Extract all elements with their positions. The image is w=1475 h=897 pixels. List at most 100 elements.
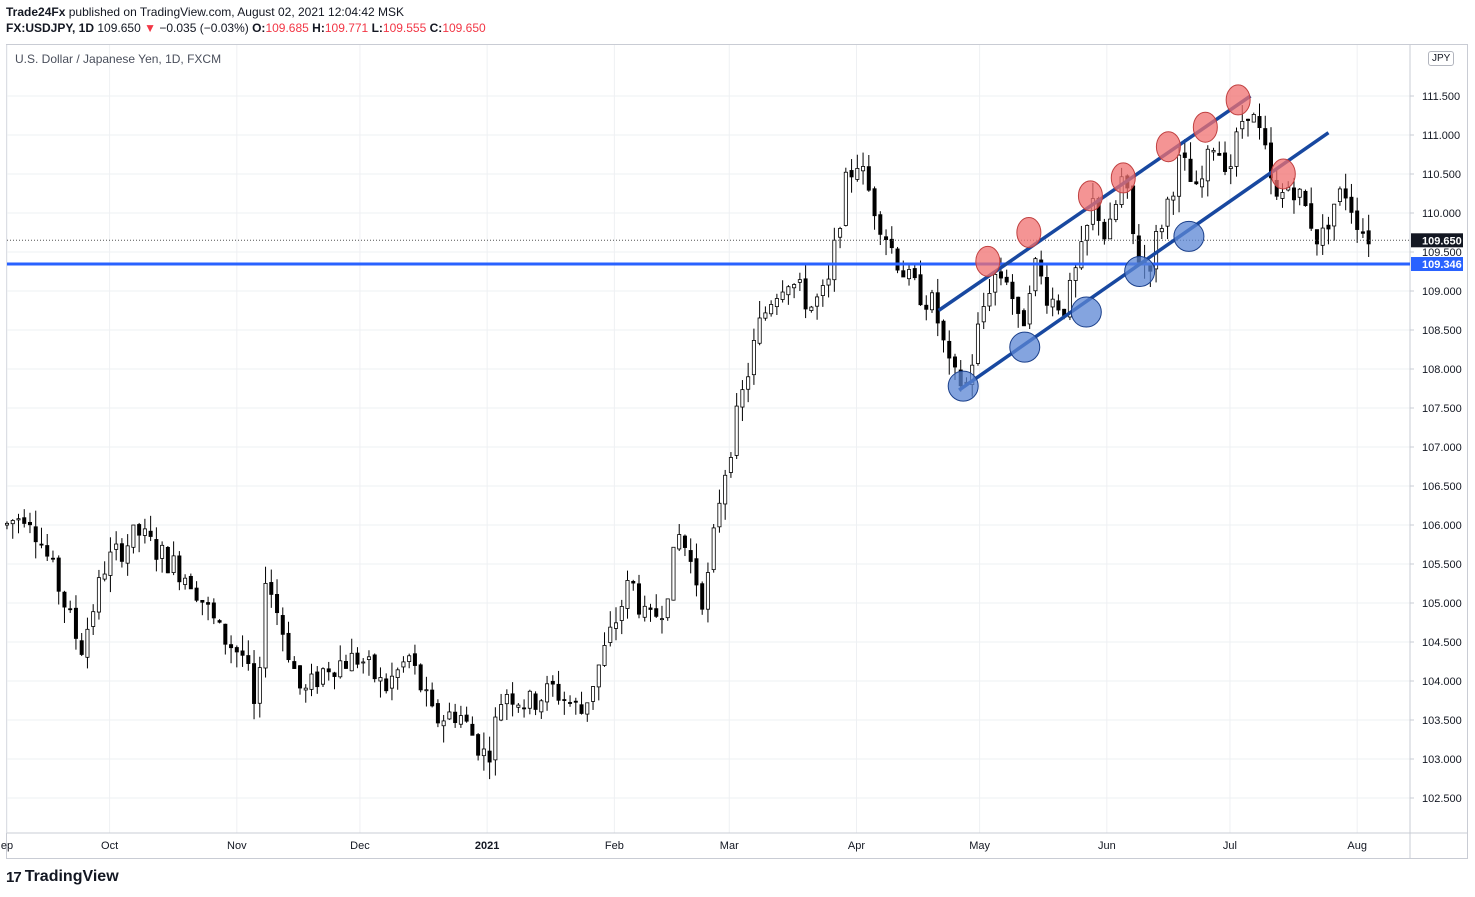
candle-body bbox=[1343, 188, 1348, 199]
candle-body bbox=[838, 228, 843, 238]
candle-body bbox=[56, 557, 61, 592]
candle-body bbox=[45, 545, 50, 557]
candle-body bbox=[1039, 259, 1044, 277]
candle-body bbox=[1021, 310, 1026, 327]
candle-body bbox=[217, 620, 222, 623]
last-price: 109.650 bbox=[97, 21, 141, 35]
candle-body bbox=[343, 661, 348, 669]
publisher-name[interactable]: Trade24Fx bbox=[6, 5, 66, 19]
candle-body bbox=[183, 577, 188, 585]
candle-body bbox=[918, 274, 923, 306]
candle-body bbox=[1240, 120, 1245, 130]
candle-body bbox=[533, 693, 538, 710]
price-tick-label: 105.500 bbox=[1422, 559, 1462, 571]
candle-body bbox=[5, 522, 10, 526]
candle-body bbox=[1131, 185, 1136, 235]
candle-body bbox=[1159, 228, 1164, 233]
candle-body bbox=[493, 716, 498, 761]
candle-body bbox=[286, 632, 291, 661]
candle-body bbox=[1280, 192, 1285, 199]
candle-body bbox=[338, 660, 343, 678]
candle-body bbox=[108, 551, 113, 576]
time-tick-label: Aug bbox=[1347, 840, 1367, 852]
candle-body bbox=[797, 279, 802, 283]
candle-body bbox=[947, 340, 952, 359]
candle-body bbox=[85, 628, 90, 658]
candle-body bbox=[326, 668, 331, 673]
candle-body bbox=[1165, 198, 1170, 227]
candle-body bbox=[872, 188, 877, 217]
candle-body bbox=[677, 534, 682, 550]
candle-body bbox=[1113, 204, 1118, 221]
candle-body bbox=[843, 171, 848, 226]
time-tick-label: ep bbox=[1, 840, 13, 852]
price-tick-label: 110.500 bbox=[1422, 169, 1461, 181]
candle-body bbox=[884, 236, 889, 241]
candle-body bbox=[1332, 203, 1337, 227]
candle-body bbox=[849, 170, 854, 178]
candle-body bbox=[1337, 188, 1342, 203]
candle-body bbox=[751, 340, 756, 376]
candle-body bbox=[1223, 152, 1228, 172]
candle-body bbox=[435, 703, 440, 724]
candle-body bbox=[194, 587, 199, 601]
candle-body bbox=[275, 594, 280, 614]
candle-body bbox=[1257, 116, 1262, 129]
candle-body bbox=[941, 320, 946, 341]
candle-body bbox=[384, 678, 389, 692]
candle-body bbox=[809, 306, 814, 311]
chart-symbol-title: U.S. Dollar / Japanese Yen, 1D, FXCM bbox=[15, 52, 222, 66]
candle-body bbox=[1326, 224, 1331, 230]
tradingview-logo[interactable]: 17 TradingView bbox=[6, 868, 119, 886]
candle-body bbox=[1085, 225, 1090, 241]
candle-body bbox=[1194, 181, 1199, 185]
candle-body bbox=[137, 524, 142, 536]
time-tick-label: 2021 bbox=[475, 840, 499, 852]
candle-body bbox=[504, 694, 509, 705]
candle-body bbox=[757, 317, 762, 344]
candle-body bbox=[1067, 279, 1072, 318]
candle-body bbox=[372, 654, 377, 680]
candle-body bbox=[1027, 293, 1032, 325]
candle-body bbox=[389, 675, 394, 689]
time-tick-label: Feb bbox=[605, 840, 624, 852]
candle-body bbox=[62, 591, 67, 608]
candle-body bbox=[447, 711, 452, 720]
candle-body bbox=[774, 298, 779, 308]
candle-body bbox=[907, 269, 912, 280]
last-price-tag-bg bbox=[1411, 233, 1463, 248]
candle-body bbox=[1366, 230, 1371, 245]
candle-body bbox=[441, 720, 446, 727]
price-tick-label: 104.500 bbox=[1422, 637, 1462, 649]
candle-body bbox=[309, 673, 314, 690]
candle-body bbox=[1303, 190, 1308, 207]
candle-body bbox=[1360, 231, 1365, 234]
candle-body bbox=[142, 528, 147, 536]
candle-body bbox=[171, 555, 176, 574]
price-tick-label: 111.500 bbox=[1422, 91, 1460, 103]
candle-body bbox=[160, 544, 165, 559]
price-tick-label: 110.000 bbox=[1422, 208, 1461, 220]
candle-body bbox=[1349, 196, 1354, 213]
high-value: 109.771 bbox=[324, 21, 369, 35]
candle-body bbox=[1073, 267, 1078, 281]
candle-body bbox=[625, 580, 630, 609]
candle-body bbox=[50, 557, 55, 560]
time-tick-label: Nov bbox=[227, 840, 247, 852]
price-tick-label: 109.500 bbox=[1422, 247, 1462, 259]
candle-body bbox=[1033, 258, 1038, 292]
currency-badge[interactable]: JPY bbox=[1428, 51, 1455, 66]
candle-body bbox=[740, 389, 745, 408]
candle-body bbox=[746, 376, 751, 390]
candle-body bbox=[211, 602, 216, 619]
ohlc-line: FX:USDJPY, 1D 109.650 ▼ −0.035 (−0.03%) … bbox=[6, 20, 486, 36]
candle-body bbox=[1205, 148, 1210, 182]
candle-body bbox=[1010, 281, 1015, 300]
time-tick-label: Mar bbox=[720, 840, 739, 852]
low-label: L: bbox=[371, 21, 383, 35]
candle-body bbox=[550, 680, 555, 685]
candle-body bbox=[401, 661, 406, 668]
candle-body bbox=[527, 690, 532, 709]
candle-body bbox=[366, 656, 371, 660]
